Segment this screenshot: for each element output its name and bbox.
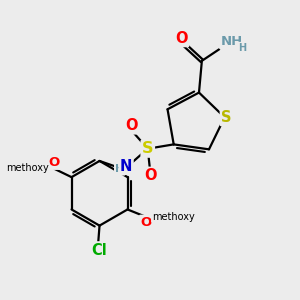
Text: N: N [120,158,132,173]
Text: O: O [140,216,152,229]
Text: H: H [115,164,124,175]
Text: H: H [238,43,247,53]
Text: O: O [176,31,188,46]
Text: NH: NH [220,35,243,48]
Text: S: S [221,110,232,125]
Text: O: O [125,118,137,133]
Text: O: O [49,156,60,169]
Text: O: O [144,168,156,183]
Text: methoxy: methoxy [6,163,49,173]
Text: Cl: Cl [91,243,106,258]
Text: methoxy: methoxy [152,212,195,222]
Text: S: S [142,141,154,156]
